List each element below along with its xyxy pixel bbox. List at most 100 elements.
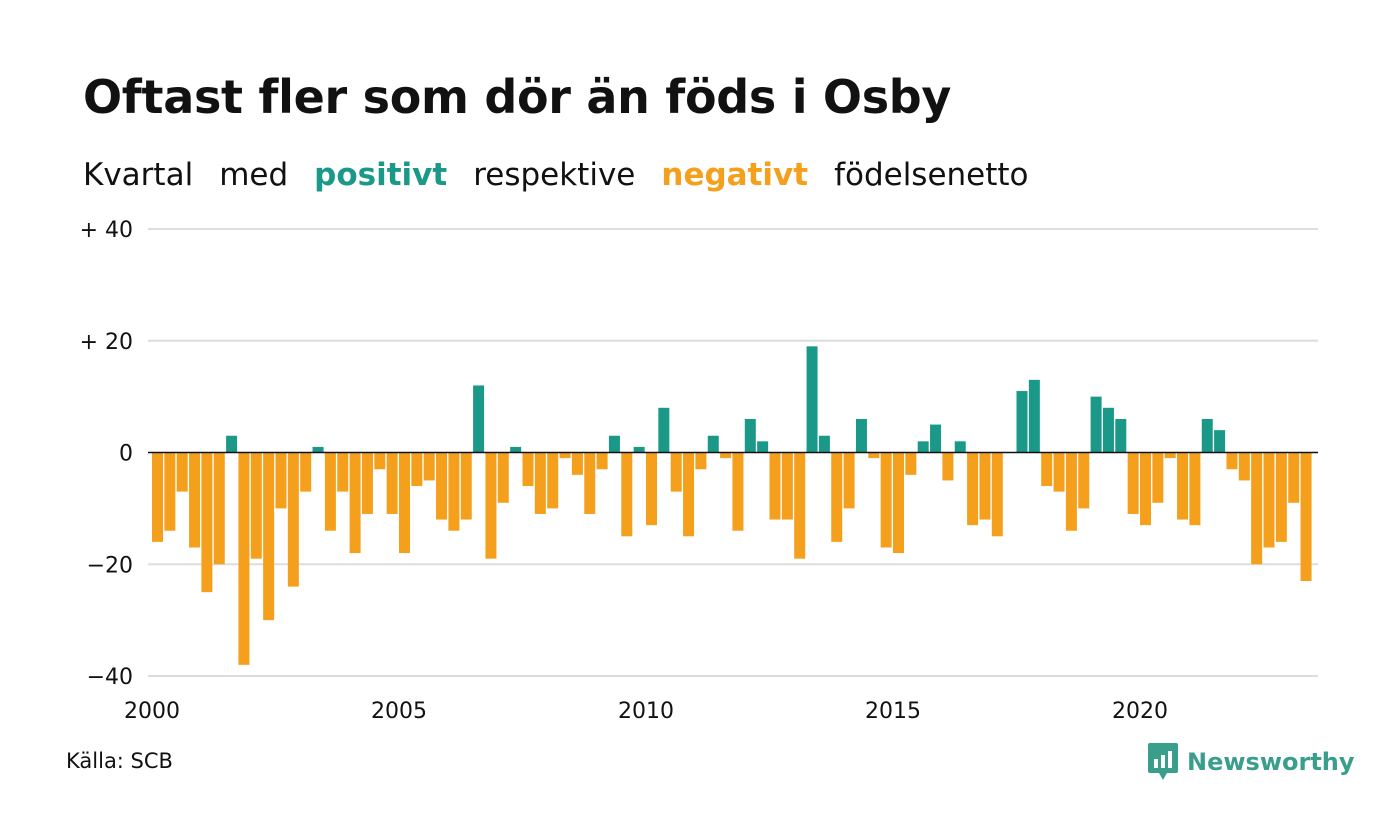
bar: [942, 452, 954, 481]
y-tick-label: + 40: [80, 218, 133, 243]
source-note: Källa: SCB: [66, 749, 173, 773]
bar: [423, 452, 435, 481]
chart-subtitle: Kvartal med positivt respektive negativt föde…: [83, 157, 1055, 193]
bar: [855, 418, 867, 453]
x-tick-label: 2000: [124, 699, 180, 724]
bar: [374, 452, 386, 470]
bar: [1189, 452, 1201, 526]
bar: [213, 452, 225, 565]
subtitle-negative-word: negativt: [661, 157, 809, 193]
bar: [300, 452, 312, 492]
bar: [1065, 452, 1077, 531]
bar: [1140, 452, 1151, 526]
bar: [349, 452, 361, 554]
bar: [287, 452, 299, 587]
subtitle-positive-word: positivt: [314, 157, 448, 193]
bar: [1164, 452, 1176, 459]
bar: [633, 446, 645, 453]
bar: [1201, 418, 1213, 453]
subtitle-word-med: med: [219, 157, 289, 193]
newsworthy-logo: Newsworthy: [1148, 743, 1355, 781]
bar: [720, 452, 732, 459]
bar: [201, 452, 213, 593]
bar: [559, 452, 571, 459]
x-tick-label: 2010: [618, 699, 674, 724]
bar: [831, 452, 843, 542]
y-tick-label: 0: [119, 442, 133, 467]
bar: [818, 435, 830, 453]
bar: [707, 435, 719, 453]
bar: [646, 452, 657, 526]
bar: [769, 452, 781, 520]
bar: [893, 452, 904, 554]
bar: [954, 441, 966, 453]
bar: [658, 407, 670, 453]
bar: [485, 452, 497, 559]
bar: [263, 452, 275, 621]
bar: [473, 385, 485, 453]
bar: [757, 441, 769, 453]
bar: [189, 452, 201, 548]
bar: [522, 452, 534, 487]
bar: [621, 452, 633, 537]
bar: [1102, 407, 1114, 453]
bar: [584, 452, 596, 514]
subtitle-word-fodelsenetto: födelsenetto: [834, 157, 1029, 193]
y-tick-label: + 20: [80, 330, 133, 355]
bar: [152, 452, 163, 542]
bar: [1016, 391, 1028, 453]
bar: [448, 452, 460, 531]
bar: [1251, 452, 1263, 565]
bar: [411, 452, 423, 487]
bar: [732, 452, 744, 531]
bar: [324, 452, 336, 531]
bar: [905, 452, 917, 475]
x-tick-label: 2020: [1112, 699, 1168, 724]
bar: [917, 441, 929, 453]
bar: [460, 452, 472, 520]
bar: [596, 452, 608, 470]
bar: [1300, 452, 1312, 582]
bar: [250, 452, 262, 559]
bar: [1238, 452, 1250, 481]
bar: [1078, 452, 1090, 509]
bar: [967, 452, 979, 526]
bar: [275, 452, 287, 509]
bar: [930, 424, 942, 453]
bar: [608, 435, 620, 453]
bar: [843, 452, 855, 509]
bar: [695, 452, 707, 470]
bar: [744, 418, 756, 453]
bar: [868, 452, 880, 459]
bar: [1214, 430, 1226, 453]
bar: [386, 452, 398, 514]
bar: [1263, 452, 1275, 548]
bar: [571, 452, 583, 475]
subtitle-word-kvartal: Kvartal: [83, 157, 194, 193]
bar: [806, 346, 818, 453]
newsworthy-logo-icon: [1148, 743, 1178, 780]
bar: [436, 452, 448, 520]
x-tick-label: 2005: [371, 699, 427, 724]
bar: [1226, 452, 1238, 470]
bar: [1090, 396, 1102, 453]
bar: [781, 452, 793, 520]
bar: [991, 452, 1003, 537]
bar: [361, 452, 373, 514]
y-tick-label: −20: [87, 553, 133, 578]
y-tick-label: −40: [87, 665, 133, 690]
bar: [226, 435, 238, 453]
bar: [510, 446, 522, 453]
bar: [176, 452, 188, 492]
bar: [497, 452, 509, 503]
bar: [1028, 379, 1040, 453]
bar: [1275, 452, 1287, 542]
bar: [1177, 452, 1189, 520]
bar: [534, 452, 546, 514]
bar: [238, 452, 250, 665]
bar: [1288, 452, 1300, 503]
bar: [1127, 452, 1139, 514]
bar: [164, 452, 176, 531]
